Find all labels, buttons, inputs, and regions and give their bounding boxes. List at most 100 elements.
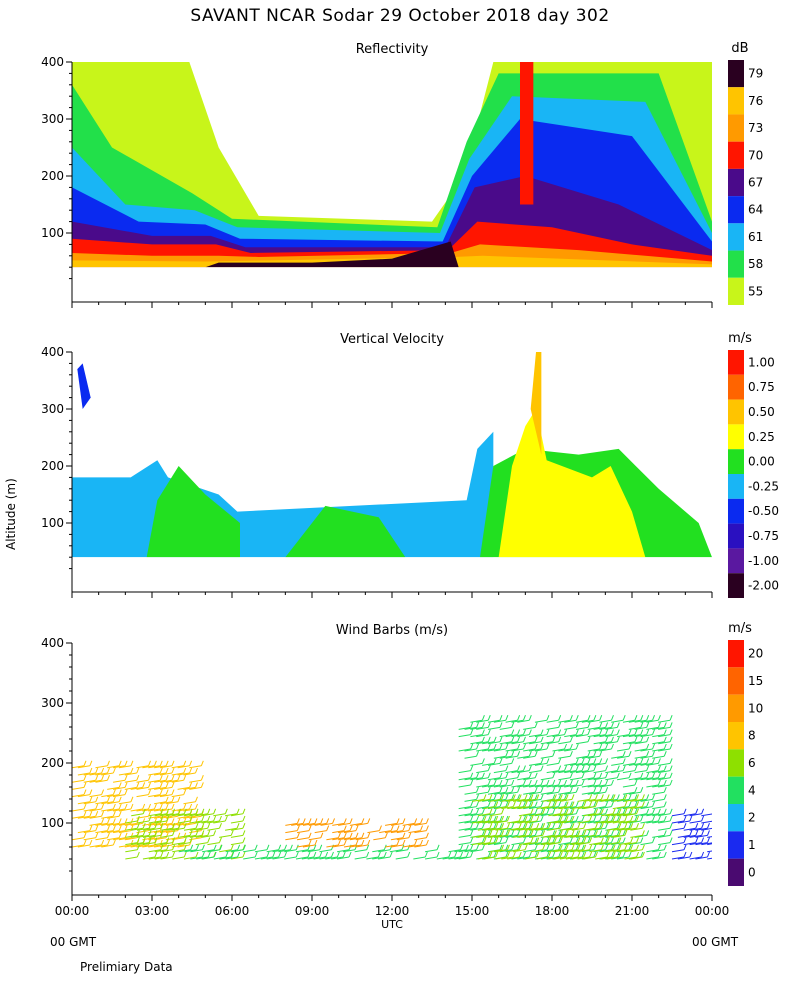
wind-barb-flag (118, 811, 122, 817)
wind-barb (301, 856, 314, 860)
wind-barb-flag (136, 851, 140, 858)
wind-barb-flag (575, 758, 579, 764)
wind-barb-flag (511, 844, 515, 850)
wind-barb-flag (546, 758, 550, 764)
wind-barb (291, 822, 304, 826)
wind-barb-flag (569, 808, 573, 814)
wind-barb (612, 834, 625, 838)
wind-barb-flag (577, 851, 581, 858)
wind-barb-flag (663, 736, 667, 742)
wind-barb-flag (646, 765, 650, 771)
wind-barb-flag (641, 851, 645, 858)
wind-barb (130, 822, 143, 826)
wind-barb-flag (624, 830, 628, 836)
wind-barb-flag (396, 839, 400, 846)
wind-barb (599, 748, 612, 752)
wind-barb-flag (701, 823, 705, 829)
colorbar-label: 58 (748, 257, 763, 271)
wind-barb (536, 842, 549, 846)
wind-barb (542, 842, 555, 846)
wind-barb (616, 806, 630, 810)
wind-barb-flag (630, 844, 634, 850)
wind-barb (658, 770, 671, 774)
wind-barb (142, 842, 156, 846)
wind-barb (308, 822, 321, 826)
wind-barb-flag (349, 825, 353, 831)
wind-barb (154, 813, 167, 817)
wind-barb (548, 827, 561, 831)
wind-barb-flag (166, 844, 170, 850)
wind-barb (640, 798, 653, 802)
wind-barb (671, 827, 685, 831)
wind-barb (640, 748, 653, 752)
wind-barb-flag (518, 801, 522, 807)
wind-barb (482, 784, 495, 788)
wind-barb-flag (540, 830, 544, 836)
wind-barb-flag (546, 823, 550, 829)
wind-barb (408, 844, 421, 848)
wind-barb-flag (495, 837, 499, 843)
wind-barb-flag (657, 844, 661, 850)
colorbar-label: 0.25 (748, 430, 775, 444)
wind-barb (499, 741, 512, 745)
wind-barb (559, 798, 573, 802)
wind-barb (658, 813, 671, 817)
wind-barb-flag (89, 839, 93, 846)
wind-barb-flag (611, 851, 614, 858)
wind-barb (424, 849, 438, 853)
wind-barb-flag (420, 818, 423, 824)
y-tick-label: 100 (41, 516, 64, 530)
wind-barb-flag (101, 789, 105, 795)
wind-barb (142, 827, 156, 831)
wind-barb-flag (172, 851, 175, 858)
wind-barb-flag (605, 765, 609, 771)
wind-barb-flag (89, 796, 93, 802)
wind-barb (630, 798, 643, 802)
wind-barb-flag (701, 808, 705, 814)
wind-barb (534, 784, 548, 788)
wind-barb (338, 837, 351, 841)
wind-barb (201, 820, 214, 824)
wind-barb (581, 762, 594, 766)
wind-barb-flag (524, 794, 528, 800)
wind-barb-flag (195, 796, 198, 802)
wind-barb (593, 762, 606, 766)
wind-barb (89, 808, 102, 812)
wind-barb (125, 834, 138, 838)
wind-barb-flag (652, 815, 655, 822)
wind-barb (536, 856, 549, 860)
wind-barb-flag (652, 772, 655, 778)
wind-barb (165, 779, 178, 783)
wind-barb (408, 830, 421, 834)
wind-barb-flag (396, 818, 400, 824)
wind-barb (183, 772, 196, 776)
wind-barb-flag (634, 779, 638, 786)
wind-barb-flag (95, 811, 99, 817)
wind-barb-flag (523, 729, 526, 735)
wind-barb-flag (284, 844, 287, 850)
wind-barb-flag (308, 839, 312, 846)
wind-barb (499, 784, 512, 788)
wind-barb-flag (599, 722, 603, 728)
wind-barb-flag (589, 851, 593, 858)
x-tick-label: 00:00 (55, 904, 90, 918)
wind-barb-flag (505, 801, 509, 807)
wind-barb-flag (616, 815, 620, 822)
wind-barb-flag (307, 851, 311, 858)
wind-barb (646, 813, 659, 817)
wind-barb (606, 842, 620, 846)
wind-barb-flag (517, 743, 521, 750)
wind-barb (528, 741, 542, 745)
wind-barb-flag (361, 832, 365, 838)
wind-barb-flag (160, 851, 164, 858)
wind-barb-flag (487, 715, 491, 721)
wind-barb (501, 806, 514, 810)
wind-barb (600, 820, 614, 824)
wind-barb (166, 827, 179, 831)
wind-barb-flag (107, 775, 110, 781)
wind-barb (605, 777, 618, 781)
wind-barb (118, 808, 132, 812)
wind-barb (464, 798, 477, 802)
wind-barb-flag (536, 794, 540, 800)
wind-barb (505, 755, 518, 759)
